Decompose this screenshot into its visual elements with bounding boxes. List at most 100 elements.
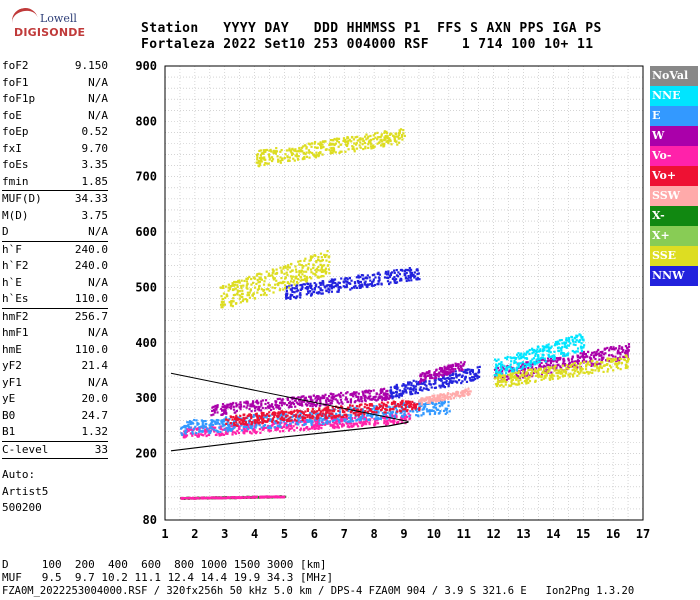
echo-point — [230, 299, 233, 303]
echo-point — [280, 271, 283, 274]
echo-point — [516, 371, 520, 375]
echo-point — [279, 417, 282, 420]
header-row2: Fortaleza 2022 Set10 253 004000 RSF 1 71… — [141, 37, 594, 52]
echo-point — [245, 400, 248, 403]
echo-point — [381, 388, 384, 391]
echo-point — [354, 391, 357, 395]
echo-point — [319, 411, 322, 414]
echo-point — [627, 345, 631, 348]
echo-point — [445, 408, 448, 412]
echo-point — [583, 344, 586, 347]
echo-point — [600, 354, 603, 357]
echo-point — [330, 280, 333, 283]
y-tick-label: 600 — [135, 225, 157, 239]
echo-point — [499, 376, 503, 379]
echo-point — [268, 149, 271, 152]
echo-point — [578, 356, 581, 359]
echo-point — [229, 304, 233, 307]
echo-point — [341, 402, 344, 405]
echo-point — [404, 418, 408, 421]
echo-point — [395, 140, 398, 143]
echo-point — [292, 149, 296, 152]
echo-point — [463, 391, 466, 394]
echo-point — [311, 408, 314, 411]
echo-point — [532, 350, 535, 354]
echo-point — [309, 397, 312, 400]
echo-point — [285, 410, 288, 413]
echo-point — [523, 369, 526, 372]
echo-point — [521, 373, 524, 376]
echo-point — [345, 417, 349, 421]
echo-point — [553, 367, 556, 370]
echo-point — [256, 420, 259, 423]
echo-point — [364, 135, 367, 138]
echo-point — [277, 283, 280, 287]
echo-point — [350, 425, 353, 428]
echo-point — [385, 140, 388, 143]
echo-point — [502, 385, 505, 388]
param-name: h`F2 — [2, 259, 29, 272]
echo-point — [461, 392, 465, 395]
echo-point — [437, 377, 440, 381]
echo-point — [263, 280, 266, 283]
echo-point — [465, 380, 469, 383]
echo-point — [275, 405, 278, 408]
echo-point — [309, 411, 312, 414]
echo-point — [400, 134, 404, 137]
echo-point — [267, 272, 271, 275]
echo-point — [217, 496, 220, 499]
echo-point — [454, 394, 457, 397]
echo-point — [230, 405, 233, 408]
echo-point — [302, 417, 305, 420]
echo-point — [352, 392, 355, 396]
echo-point — [371, 408, 374, 411]
echo-point — [266, 288, 270, 291]
echo-point — [282, 417, 286, 421]
echo-point — [224, 432, 228, 435]
echo-point — [264, 277, 267, 280]
echo-point — [420, 401, 424, 405]
echo-point — [184, 426, 187, 429]
echo-point — [379, 139, 382, 142]
param-row: h`F 240.0 — [2, 240, 108, 259]
echo-point — [381, 143, 384, 146]
echo-point — [262, 152, 265, 155]
echo-point — [450, 377, 453, 380]
echo-point — [581, 354, 584, 357]
echo-point — [336, 290, 339, 293]
echo-point — [332, 280, 335, 283]
echo-point — [462, 364, 465, 367]
echo-point — [598, 358, 601, 361]
echo-point — [321, 258, 325, 262]
echo-point — [349, 288, 352, 291]
echo-point — [263, 420, 267, 423]
echo-point — [344, 418, 347, 421]
echo-point — [328, 395, 331, 398]
echo-point — [347, 420, 351, 423]
echo-point — [351, 420, 355, 423]
echo-point — [301, 410, 304, 414]
echo-point — [337, 145, 340, 148]
echo-point — [375, 399, 378, 402]
echo-point — [295, 284, 298, 288]
echo-point — [557, 363, 560, 366]
echo-point — [231, 403, 234, 406]
param-value: N/A — [88, 92, 108, 105]
echo-point — [527, 368, 530, 372]
echo-point — [586, 362, 589, 365]
echo-point — [495, 374, 498, 377]
echo-point — [563, 364, 567, 367]
echo-point — [548, 348, 551, 352]
echo-point — [618, 344, 621, 348]
echo-point — [337, 137, 341, 140]
echo-point — [343, 278, 346, 281]
echo-point — [555, 366, 558, 369]
echo-point — [560, 338, 563, 342]
echo-point — [541, 348, 545, 351]
echo-point — [232, 408, 236, 411]
echo-point — [538, 364, 541, 367]
echo-point — [322, 283, 325, 286]
echo-point — [594, 354, 598, 357]
echo-point — [356, 139, 359, 142]
echo-point — [324, 413, 327, 416]
